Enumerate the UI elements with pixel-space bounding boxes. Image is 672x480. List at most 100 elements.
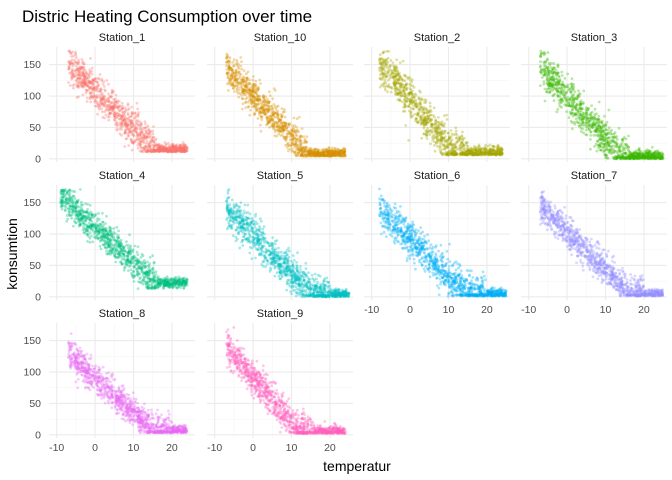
data-point bbox=[225, 52, 229, 56]
data-point bbox=[165, 150, 169, 153]
data-point bbox=[110, 109, 114, 112]
data-point bbox=[130, 111, 134, 114]
data-point bbox=[654, 156, 658, 160]
data-point bbox=[172, 150, 175, 154]
data-point bbox=[168, 143, 172, 147]
data-point bbox=[389, 59, 393, 62]
data-point bbox=[252, 82, 256, 86]
facet-strip-label: Station_4 bbox=[99, 170, 145, 182]
data-point bbox=[379, 73, 382, 77]
data-point bbox=[77, 79, 81, 83]
data-point bbox=[181, 147, 185, 151]
data-point bbox=[551, 72, 555, 76]
data-point bbox=[607, 108, 611, 112]
data-point bbox=[539, 84, 542, 87]
data-point bbox=[146, 132, 150, 136]
data-point bbox=[81, 61, 84, 65]
data-point bbox=[174, 144, 178, 147]
data-point bbox=[598, 144, 601, 148]
data-point bbox=[144, 141, 148, 145]
data-point bbox=[75, 56, 78, 60]
data-point bbox=[496, 147, 499, 151]
data-point bbox=[605, 156, 609, 160]
data-point bbox=[419, 123, 423, 126]
data-point bbox=[315, 151, 319, 154]
data-point bbox=[130, 121, 134, 124]
data-point bbox=[130, 130, 133, 134]
data-point bbox=[570, 111, 573, 115]
data-point bbox=[400, 100, 404, 104]
data-point bbox=[173, 149, 177, 153]
data-point bbox=[561, 99, 565, 103]
data-point bbox=[155, 143, 159, 147]
data-point bbox=[147, 135, 151, 139]
data-point bbox=[400, 78, 404, 82]
data-point bbox=[89, 234, 93, 238]
data-point bbox=[577, 116, 581, 120]
data-point bbox=[246, 87, 250, 91]
data-point bbox=[115, 128, 119, 132]
data-point bbox=[89, 100, 93, 104]
data-point bbox=[149, 133, 152, 136]
data-point bbox=[440, 129, 444, 133]
data-point bbox=[111, 105, 115, 109]
data-point bbox=[457, 138, 461, 142]
data-point bbox=[409, 84, 413, 87]
data-point bbox=[179, 147, 183, 150]
data-point bbox=[256, 89, 259, 93]
data-point bbox=[84, 74, 87, 78]
data-point bbox=[631, 152, 634, 156]
data-point bbox=[162, 149, 166, 152]
data-point bbox=[610, 132, 614, 136]
data-point bbox=[568, 104, 572, 108]
data-point bbox=[75, 67, 79, 70]
data-point bbox=[571, 95, 575, 99]
data-point bbox=[295, 134, 299, 137]
data-point bbox=[227, 66, 231, 70]
data-point bbox=[141, 135, 145, 138]
data-point bbox=[117, 100, 121, 103]
data-point bbox=[546, 65, 550, 69]
data-point bbox=[100, 92, 104, 95]
data-point bbox=[422, 118, 426, 121]
data-point bbox=[128, 233, 131, 237]
data-point bbox=[242, 75, 245, 79]
data-point bbox=[111, 108, 115, 112]
data-point bbox=[147, 128, 151, 132]
data-point bbox=[90, 87, 94, 91]
data-point bbox=[447, 149, 451, 153]
data-point bbox=[139, 143, 143, 146]
data-point bbox=[71, 64, 75, 68]
data-point bbox=[138, 149, 142, 153]
data-point bbox=[651, 154, 655, 157]
data-point bbox=[337, 152, 341, 156]
scatter-points bbox=[59, 188, 189, 290]
data-point bbox=[446, 131, 450, 135]
data-point bbox=[114, 93, 118, 97]
data-point bbox=[539, 54, 543, 57]
data-point bbox=[115, 124, 119, 127]
facet-strip-label: Station_2 bbox=[414, 32, 460, 44]
data-point bbox=[70, 75, 73, 78]
data-point bbox=[119, 125, 123, 129]
data-point bbox=[80, 66, 84, 69]
data-point bbox=[284, 135, 287, 139]
data-point bbox=[481, 153, 485, 156]
data-point bbox=[232, 79, 236, 83]
data-point bbox=[130, 105, 134, 109]
data-point bbox=[562, 93, 565, 97]
data-point bbox=[600, 141, 603, 145]
data-point bbox=[409, 114, 413, 118]
data-point bbox=[578, 92, 582, 96]
data-point bbox=[83, 74, 87, 78]
data-point bbox=[242, 87, 246, 91]
data-point bbox=[253, 105, 257, 109]
data-point bbox=[296, 154, 299, 157]
data-point bbox=[83, 82, 87, 85]
data-point bbox=[74, 50, 77, 54]
data-point bbox=[148, 142, 151, 146]
data-point bbox=[565, 110, 568, 113]
data-point bbox=[83, 68, 87, 72]
data-point bbox=[262, 94, 265, 98]
